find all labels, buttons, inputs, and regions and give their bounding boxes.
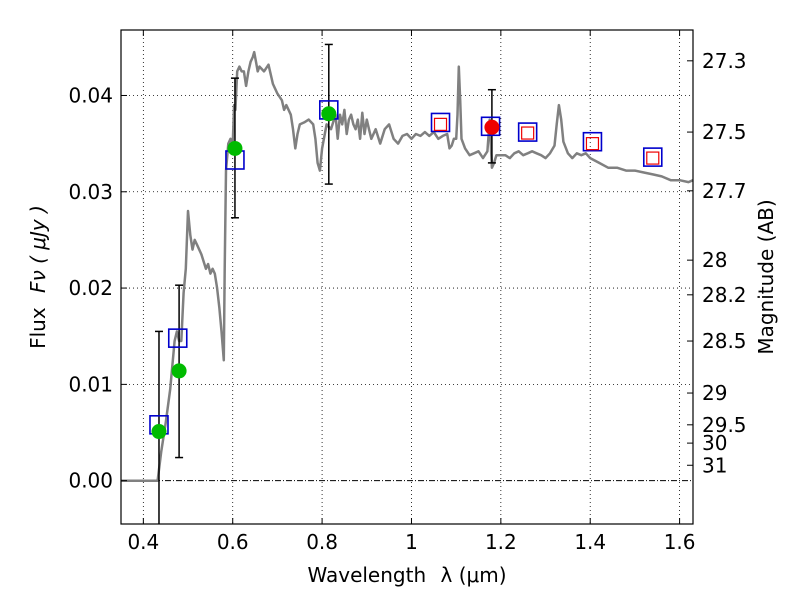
y2-tick-label: 27.7 xyxy=(702,179,747,203)
grid-lines xyxy=(121,30,693,524)
y2-tick-label: 27.3 xyxy=(702,49,747,73)
x-axis-label: Wavelength xyxy=(307,563,426,587)
y2-tick-label: 29.5 xyxy=(702,413,747,437)
red-open-square xyxy=(521,126,535,140)
x-tick-label: 0.4 xyxy=(127,530,159,554)
y2-tick-label: 30 xyxy=(702,431,727,455)
axis-ticks: 0.4 0.6 0.8 1 1.2 1.4 1.6 0.00 0.01 0.02 0.03 0.04 2… xyxy=(68,30,747,554)
y2-tick-label: 28.5 xyxy=(702,329,747,353)
x-tick-label: 0.8 xyxy=(306,530,338,554)
y2-tick-label: 27.5 xyxy=(702,120,747,144)
x-tick-label: 1.4 xyxy=(574,530,606,554)
green-detection-point xyxy=(227,140,243,156)
y-tick-label: 0.01 xyxy=(68,372,113,396)
y-tick-label: 0.02 xyxy=(68,276,113,300)
x-axis-symbol: λ (μm) xyxy=(441,563,507,587)
y-tick-label: 0.00 xyxy=(68,469,113,493)
model-photometry-square xyxy=(430,112,451,133)
sed-model-curve xyxy=(121,50,694,482)
y2-tick-label: 28 xyxy=(702,248,727,272)
red-open-square xyxy=(646,151,660,165)
green-detection-point xyxy=(321,106,337,122)
data-markers xyxy=(149,100,663,440)
plot-frame xyxy=(120,29,694,525)
red-open-square xyxy=(585,137,600,151)
model-photometry-square xyxy=(642,147,663,167)
y-axis-title: Flux Fν ( μJy ) xyxy=(26,205,50,349)
plot-area xyxy=(121,30,693,524)
model-photometry-square xyxy=(480,116,501,137)
y2-tick-label: 31 xyxy=(702,453,727,477)
green-detection-point xyxy=(171,363,187,379)
model-photometry-square xyxy=(517,122,538,142)
y2-axis-title: Magnitude (AB) xyxy=(754,199,778,354)
x-tick-label: 1.6 xyxy=(664,530,696,554)
sed-model-layer xyxy=(121,50,694,482)
y-tick-label: 0.04 xyxy=(68,83,113,107)
model-photometry-square xyxy=(582,131,603,152)
y2-tick-label: 29 xyxy=(702,381,727,405)
y-axis-symbol: Fν ( μJy ) xyxy=(26,205,50,293)
x-tick-label: 1.2 xyxy=(485,530,517,554)
red-detection-point xyxy=(484,119,500,135)
x-tick-label: 0.6 xyxy=(217,530,249,554)
x-tick-label: 1 xyxy=(405,530,418,554)
green-detection-point xyxy=(151,424,167,440)
y-tick-label: 0.03 xyxy=(68,180,113,204)
y2-tick-label: 28.2 xyxy=(702,283,747,307)
y-axis-label: Flux xyxy=(26,307,50,349)
model-photometry-square xyxy=(167,328,188,348)
x-axis-title: Wavelength λ (μm) xyxy=(307,563,506,587)
red-open-square xyxy=(433,117,448,131)
